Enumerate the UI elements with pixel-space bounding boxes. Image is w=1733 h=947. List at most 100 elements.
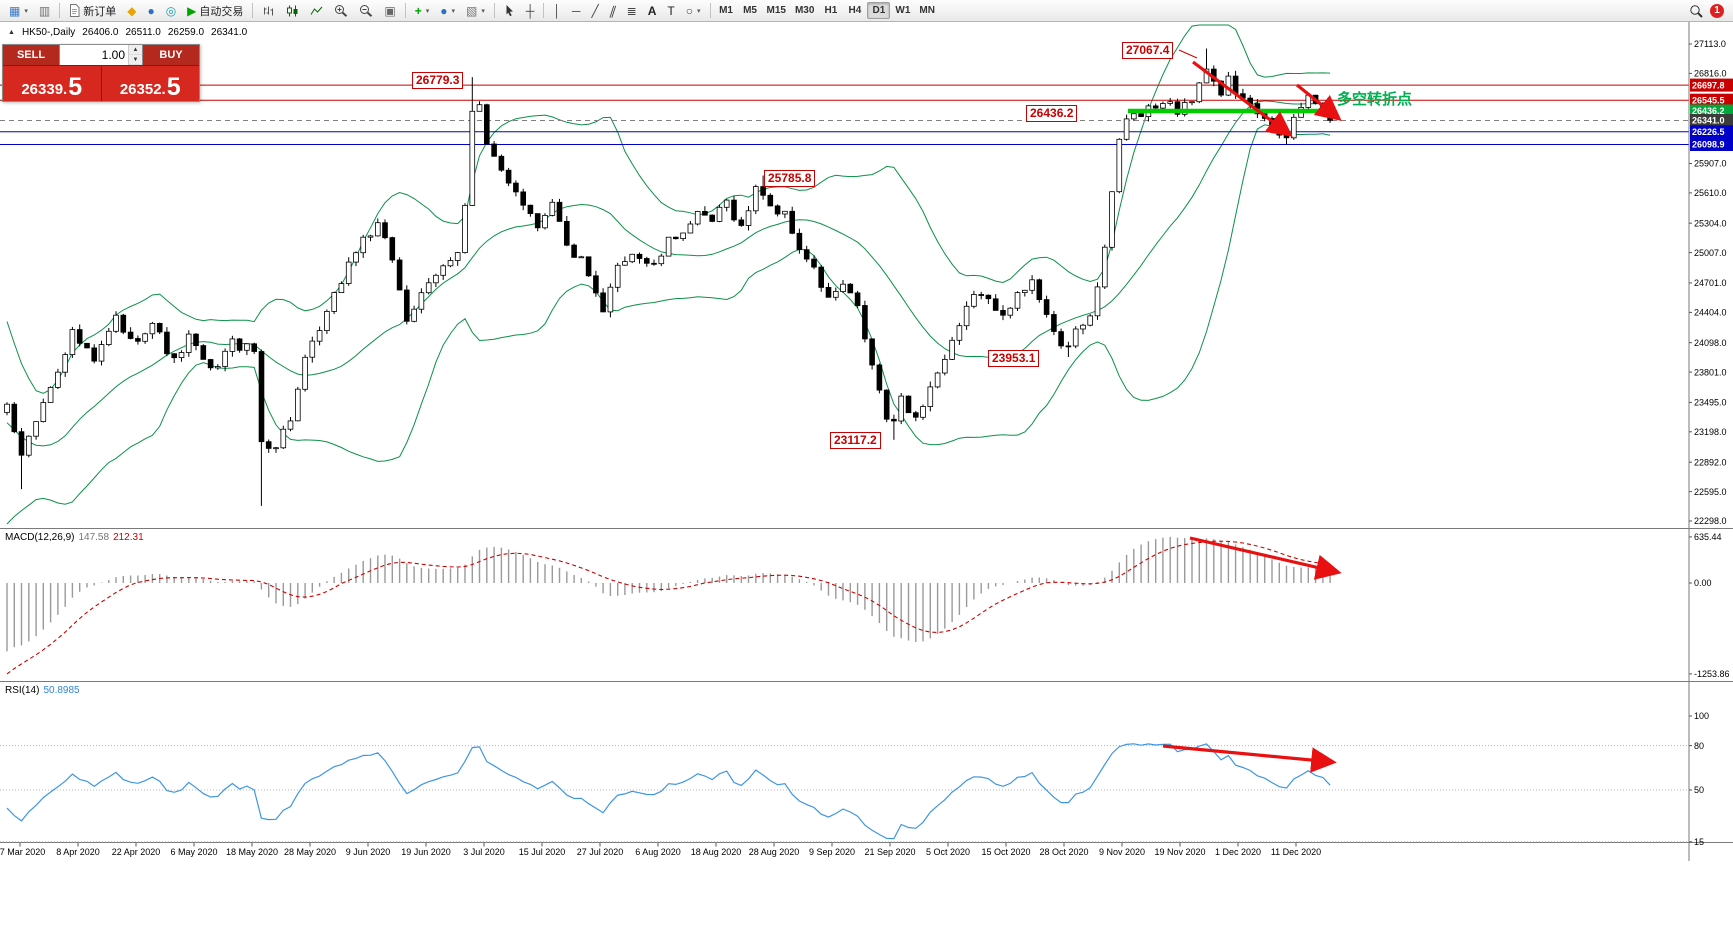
horizontal-line-icon: ─ (571, 3, 581, 18)
price-tag-27067.4[interactable]: 27067.4 (1122, 42, 1174, 59)
buy-caption[interactable]: BUY (143, 45, 199, 65)
timeframe-m5[interactable]: M5 (743, 5, 757, 16)
label-tool-button[interactable]: T (662, 2, 679, 20)
text-tool-icon: A (647, 3, 657, 18)
community-icon: ◎ (165, 3, 177, 18)
date-label: 18 May 2020 (226, 847, 278, 857)
horizontal-line-tool-button[interactable]: ─ (567, 2, 586, 20)
price-tag-23953.1[interactable]: 23953.1 (988, 350, 1040, 367)
timeframe-d1[interactable]: D1 (867, 2, 891, 19)
sell-caption[interactable]: SELL (3, 45, 59, 65)
search-icon[interactable] (1689, 4, 1703, 18)
zoom-in-button[interactable] (329, 2, 353, 20)
timeframe-m15[interactable]: M15 (766, 5, 786, 16)
sell-button[interactable]: 26339. 5 (3, 66, 102, 101)
crosshair-icon: ┼ (525, 3, 535, 18)
buy-button[interactable]: 26352. 5 (101, 66, 199, 101)
new-order-label: 新订单 (83, 5, 117, 18)
date-label: 28 Aug 2020 (749, 847, 800, 857)
volume-field: ▲ ▼ (59, 45, 143, 65)
ohlc-high: 26511.0 (125, 27, 161, 38)
price-tag-26436.2[interactable]: 26436.2 (1026, 105, 1078, 122)
shapes-tool-button[interactable]: ○ ▾ (681, 2, 706, 20)
trend-arrow[interactable] (1162, 744, 1337, 773)
text-tool-button[interactable]: A (643, 2, 662, 20)
trend-arrow[interactable] (1295, 83, 1342, 122)
volume-stepper: ▲ ▼ (128, 45, 142, 65)
trendline-tool-button[interactable]: ╱ (586, 2, 603, 20)
timeframe-m30[interactable]: M30 (794, 5, 815, 16)
add-indicator-button[interactable]: + ▾ (410, 2, 435, 20)
timeframe-h4[interactable]: H4 (848, 5, 862, 16)
main-chart[interactable] (0, 24, 1689, 525)
new-order-button[interactable]: 新订单 (64, 2, 121, 20)
volume-up-icon[interactable]: ▲ (129, 45, 142, 55)
line-chart-button[interactable] (305, 2, 328, 20)
cursor-button[interactable] (499, 2, 520, 20)
zoom-out-button[interactable] (354, 2, 378, 20)
candle-chart-button[interactable] (281, 2, 304, 20)
toolbar-separator (252, 3, 254, 18)
crosshair-button[interactable]: ┼ (521, 2, 540, 20)
objects-list-button[interactable]: ● ▾ (435, 2, 460, 20)
axis-price-marker (1690, 125, 1733, 139)
metaeditor-icon: ◆ (127, 3, 137, 18)
toolbar-separator (543, 3, 545, 18)
price-tick-label: 25304.0 (1694, 218, 1727, 228)
price-tag-25785.8[interactable]: 25785.8 (764, 170, 816, 187)
date-label: 1 Dec 2020 (1215, 847, 1261, 857)
profiles-button[interactable]: ▥ (34, 2, 55, 20)
date-label: 5 Oct 2020 (926, 847, 970, 857)
time-axis[interactable]: 27 Mar 2020 8 Apr 2020 22 Apr 2020 6 May 20… (0, 843, 1321, 857)
date-label: 8 Apr 2020 (56, 847, 100, 857)
trend-arrow[interactable] (1192, 60, 1293, 137)
price-tick-label: 24701.0 (1694, 278, 1727, 288)
date-label: 15 Jul 2020 (519, 847, 566, 857)
community-button[interactable]: ◎ (161, 2, 181, 20)
label-tool-icon: T (667, 3, 675, 18)
candles (4, 48, 1333, 506)
bar-chart-button[interactable] (257, 2, 280, 20)
price-tick-label: 23198.0 (1694, 427, 1727, 437)
price-tag-23117.2[interactable]: 23117.2 (830, 432, 881, 449)
autotrading-button[interactable]: ▶ 自动交易 (182, 2, 248, 20)
price-axis[interactable]: 27113.0 26816.0 25907.0 25610.0 25304.0 25007… (1688, 22, 1733, 861)
market-button[interactable]: ● (142, 2, 159, 20)
tile-windows-button[interactable]: ▣ (379, 2, 400, 20)
axis-price-marker-label: 26341.0 (1692, 116, 1725, 126)
timeframe-m1[interactable]: M1 (719, 5, 733, 16)
market-icon: ● (147, 3, 155, 18)
timeframe-mn[interactable]: MN (919, 5, 935, 16)
dropdown-caret-icon: ▾ (451, 7, 456, 15)
one-click-collapse-icon[interactable]: ▲ (8, 29, 15, 36)
template-button[interactable]: ▧ ▾ (461, 2, 490, 20)
volume-input[interactable] (60, 45, 128, 65)
metaeditor-button[interactable]: ◆ (122, 2, 141, 20)
price-tick-label: 22892.0 (1694, 457, 1727, 467)
new-chart-button[interactable]: ▦ ▾ (4, 2, 33, 20)
timeframe-h1[interactable]: H1 (824, 5, 838, 16)
notification-badge[interactable]: 1 (1710, 3, 1724, 18)
autotrading-label: 自动交易 (199, 5, 244, 18)
date-label: 27 Jul 2020 (577, 847, 624, 857)
zoom-out-icon (360, 5, 373, 17)
price-tag-26779.3[interactable]: 26779.3 (412, 72, 464, 89)
buy-price-big-digit: 5 (166, 72, 181, 101)
date-label: 19 Jun 2020 (401, 847, 451, 857)
turning-point-annotation[interactable]: 多空转折点 (1337, 91, 1413, 108)
candlestick-icon (287, 5, 298, 16)
macd-panel: 635.44 0.00 -1253.86 (6, 532, 1730, 679)
vertical-line-tool-button[interactable]: │ (548, 2, 566, 20)
rsi-scale-label: 50 (1694, 785, 1704, 795)
timeframe-w1[interactable]: W1 (895, 5, 911, 16)
rsi-value: 50.8985 (43, 685, 80, 696)
toolbar-separator (404, 3, 406, 18)
volume-down-icon[interactable]: ▼ (129, 55, 142, 65)
channel-tool-button[interactable]: ∥ (605, 2, 621, 20)
axis-price-marker-label: 26436.2 (1692, 106, 1725, 116)
fibonacci-tool-button[interactable]: ≣ (622, 2, 642, 20)
trend-arrow[interactable] (1189, 536, 1342, 580)
